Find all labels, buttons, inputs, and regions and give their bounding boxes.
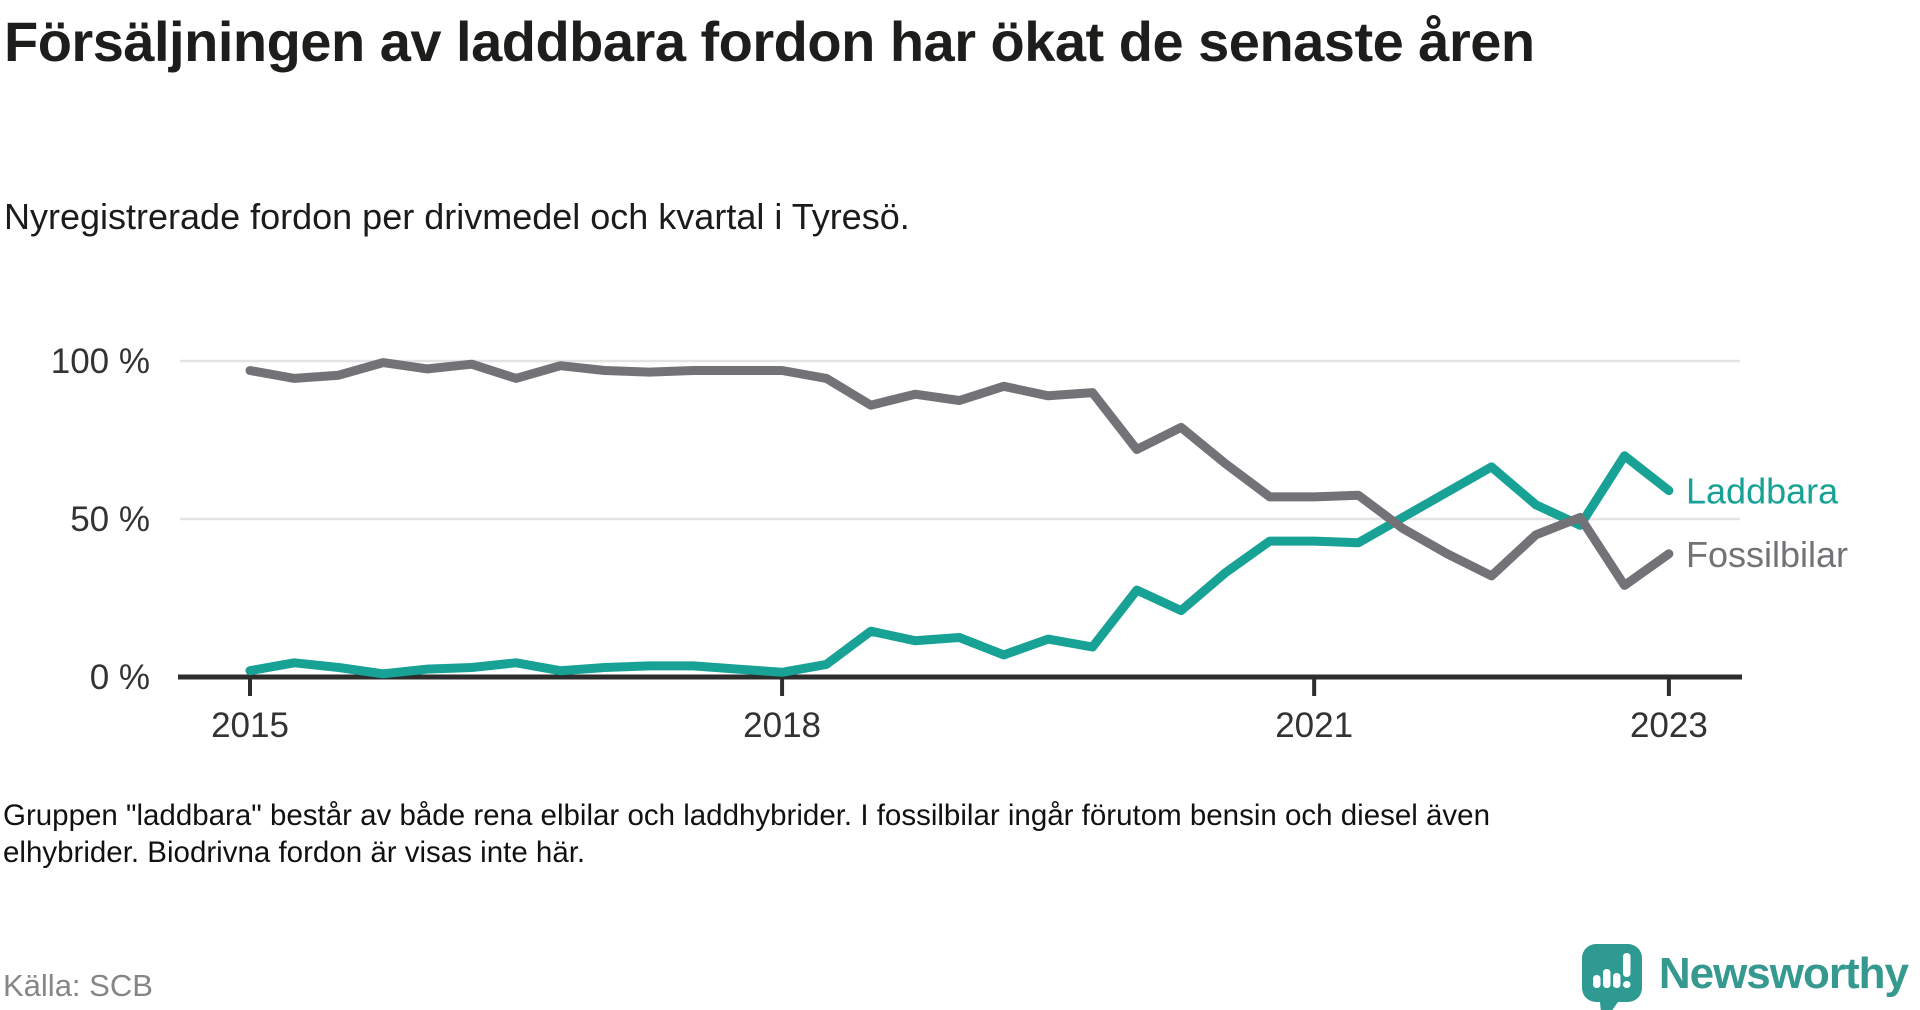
footnote-line: Gruppen "laddbara" består av både rena e… (3, 799, 1490, 832)
laddbara-line (245, 451, 1674, 679)
newsworthy-logo-icon (1581, 944, 1642, 1010)
y-tick-label: 50 % (70, 500, 150, 539)
x-tick-label: 2023 (1630, 706, 1708, 745)
page-subtitle: Nyregistrerade fordon per drivmedel och … (4, 196, 910, 237)
source-credit: Källa: SCB (3, 968, 153, 1003)
legend-label-laddbara: Laddbara (1686, 471, 1839, 512)
y-tick-label: 0 % (90, 658, 150, 697)
footnote-line: elhybrider. Biodrivna fordon är visas in… (3, 836, 586, 870)
newsworthy-wordmark: Newsworthy (1658, 949, 1909, 998)
legend-label-fossilbilar: Fossilbilar (1686, 534, 1848, 575)
chart-footnote: Gruppen "laddbara" består av både rena e… (3, 797, 1853, 872)
newsworthy-logo: Newsworthy (1581, 944, 1909, 1010)
bar-chart-exclamation-glyph (1592, 953, 1631, 988)
x-tick-label: 2018 (743, 706, 821, 745)
x-tick-label: 2021 (1275, 706, 1353, 745)
speech-bubble-shape (1581, 944, 1642, 1010)
x-tick-label: 2015 (211, 706, 289, 745)
y-tick-label: 100 % (51, 342, 150, 381)
fossilbilar-line (245, 358, 1674, 590)
page-title: Försäljningen av laddbara fordon har öka… (4, 10, 1535, 73)
